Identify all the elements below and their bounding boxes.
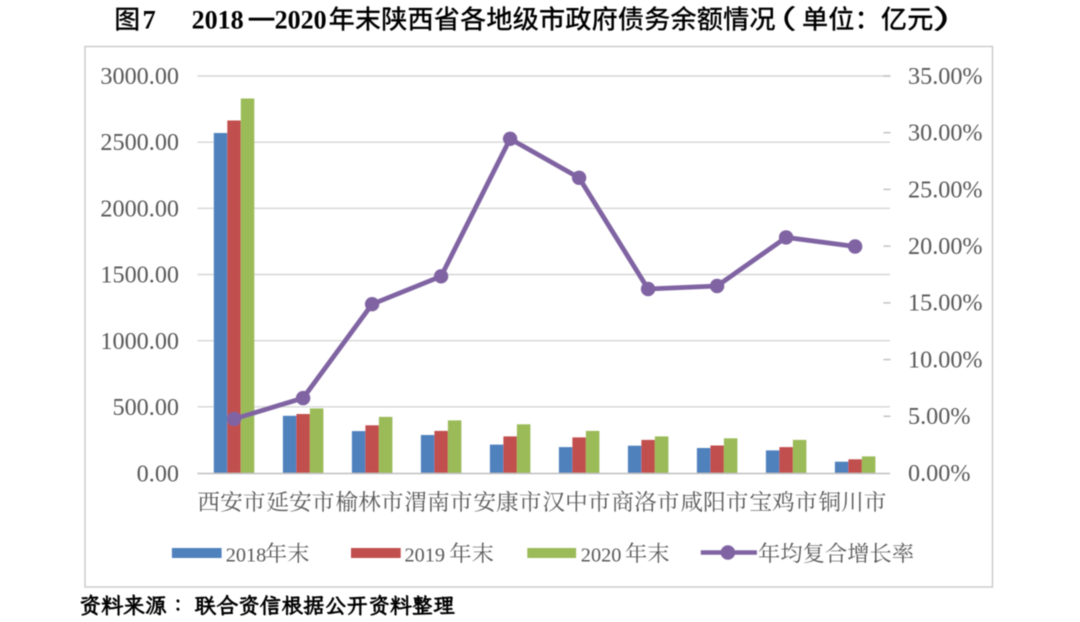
svg-text:0.00: 0.00 <box>137 460 179 487</box>
svg-text:2018: 2018 <box>192 5 244 34</box>
svg-text:1500.00: 1500.00 <box>100 262 179 289</box>
svg-text:5.00%: 5.00% <box>908 403 970 430</box>
svg-text:2020: 2020 <box>275 5 327 34</box>
svg-text:35.00%: 35.00% <box>908 63 983 90</box>
svg-text:2000.00: 2000.00 <box>100 195 179 222</box>
svg-text:20.00%: 20.00% <box>908 233 983 260</box>
svg-text:25.00%: 25.00% <box>908 176 983 203</box>
svg-text:3000.00: 3000.00 <box>100 63 179 90</box>
svg-text:2018: 2018 <box>226 544 267 566</box>
svg-text:15.00%: 15.00% <box>908 290 983 317</box>
svg-text:2020: 2020 <box>581 544 622 566</box>
svg-text:0.00%: 0.00% <box>908 460 970 487</box>
svg-text:2500.00: 2500.00 <box>100 129 179 156</box>
svg-text:500.00: 500.00 <box>112 394 179 421</box>
svg-text:7: 7 <box>143 4 156 34</box>
svg-text:1000.00: 1000.00 <box>100 328 179 355</box>
svg-text:10.00%: 10.00% <box>908 346 983 373</box>
svg-text:2019: 2019 <box>405 544 446 566</box>
svg-text:30.00%: 30.00% <box>908 120 983 147</box>
